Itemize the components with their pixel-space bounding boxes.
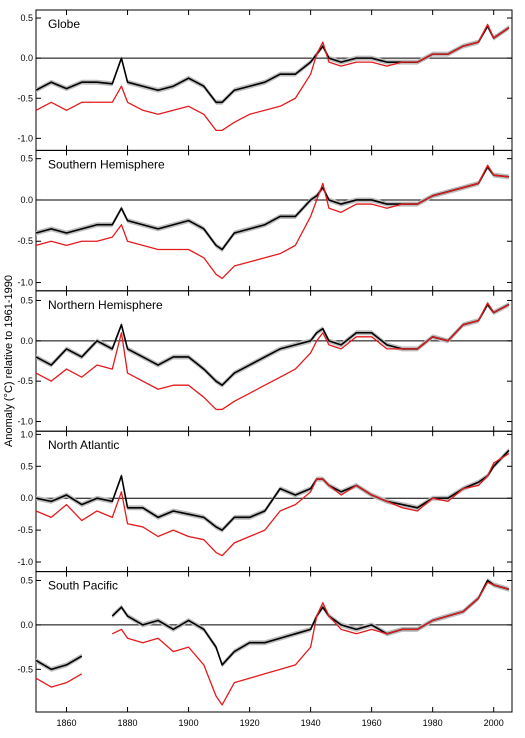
y-tick-label-south-pacific: -0.5 [17,664,33,674]
x-tick-label: 2000 [484,718,504,728]
y-tick-label-southern-hemisphere: 0.5 [20,154,33,164]
series-line-red-south-pacific [35,673,83,688]
y-tick-label-north-atlantic: 0.5 [20,461,33,471]
y-tick-label-globe: -0.5 [17,93,33,103]
y-tick-label-northern-hemisphere: 0.5 [20,295,33,305]
series-line-red-globe [35,23,510,131]
panel-title-south-pacific: South Pacific [48,579,118,593]
y-tick-label-north-atlantic: 0.0 [20,493,33,503]
y-tick-label-southern-hemisphere: 0.0 [20,195,33,205]
series-line-black-south-pacific [111,579,510,666]
x-tick-label: 1860 [56,718,76,728]
series-line-black-southern-hemisphere [35,166,510,251]
series-line-red-southern-hemisphere [35,164,510,280]
y-tick-label-south-pacific: 0.0 [20,620,33,630]
series-line-black-south-pacific [35,655,83,671]
y-tick-label-globe: -1.0 [17,133,33,143]
uncertainty-band-northern-hemisphere [36,302,509,388]
y-tick-label-northern-hemisphere: -1.0 [17,417,33,427]
x-tick-label: 1900 [179,718,199,728]
y-tick-label-globe: 0.5 [20,13,33,23]
panel-title-globe: Globe [48,17,80,31]
y-tick-label-northern-hemisphere: 0.0 [20,336,33,346]
y-tick-label-north-atlantic: -1.0 [17,557,33,567]
y-tick-label-southern-hemisphere: -1.0 [17,278,33,288]
panel-frame-globe [35,9,513,151]
x-tick-label: 1960 [362,718,382,728]
panel-frame-northern-hemisphere [35,290,513,432]
series-line-black-globe [35,25,510,104]
uncertainty-band-south-pacific [112,577,509,668]
x-tick-label: 1940 [301,718,321,728]
panel-title-southern-hemisphere: Southern Hemisphere [48,157,165,171]
x-tick-label: 1920 [240,718,260,728]
y-tick-label-south-pacific: 0.5 [20,575,33,585]
x-tick-label: 1880 [118,718,138,728]
y-tick-label-southern-hemisphere: -0.5 [17,236,33,246]
uncertainty-band-southern-hemisphere [36,164,509,253]
uncertainty-band-globe [36,23,509,105]
series-line-red-south-pacific [111,581,510,706]
x-tick-label: 1980 [423,718,443,728]
series-line-black-north-atlantic [35,449,510,531]
y-tick-label-north-atlantic: -0.5 [17,525,33,535]
panel-title-north-atlantic: North Atlantic [48,438,119,452]
y-axis-title: Anomaly (°C) relative to 1961-1990 [3,275,15,447]
panel-frame-south-pacific [35,571,513,713]
uncertainty-band-south-pacific [36,653,82,672]
panel-title-northern-hemisphere: Northern Hemisphere [48,298,163,312]
y-tick-label-northern-hemisphere: -0.5 [17,376,33,386]
y-tick-label-globe: 0.0 [20,53,33,63]
y-tick-label-north-atlantic: 1.0 [20,429,33,439]
series-line-red-north-atlantic [35,452,510,557]
series-line-red-northern-hemisphere [35,302,510,411]
